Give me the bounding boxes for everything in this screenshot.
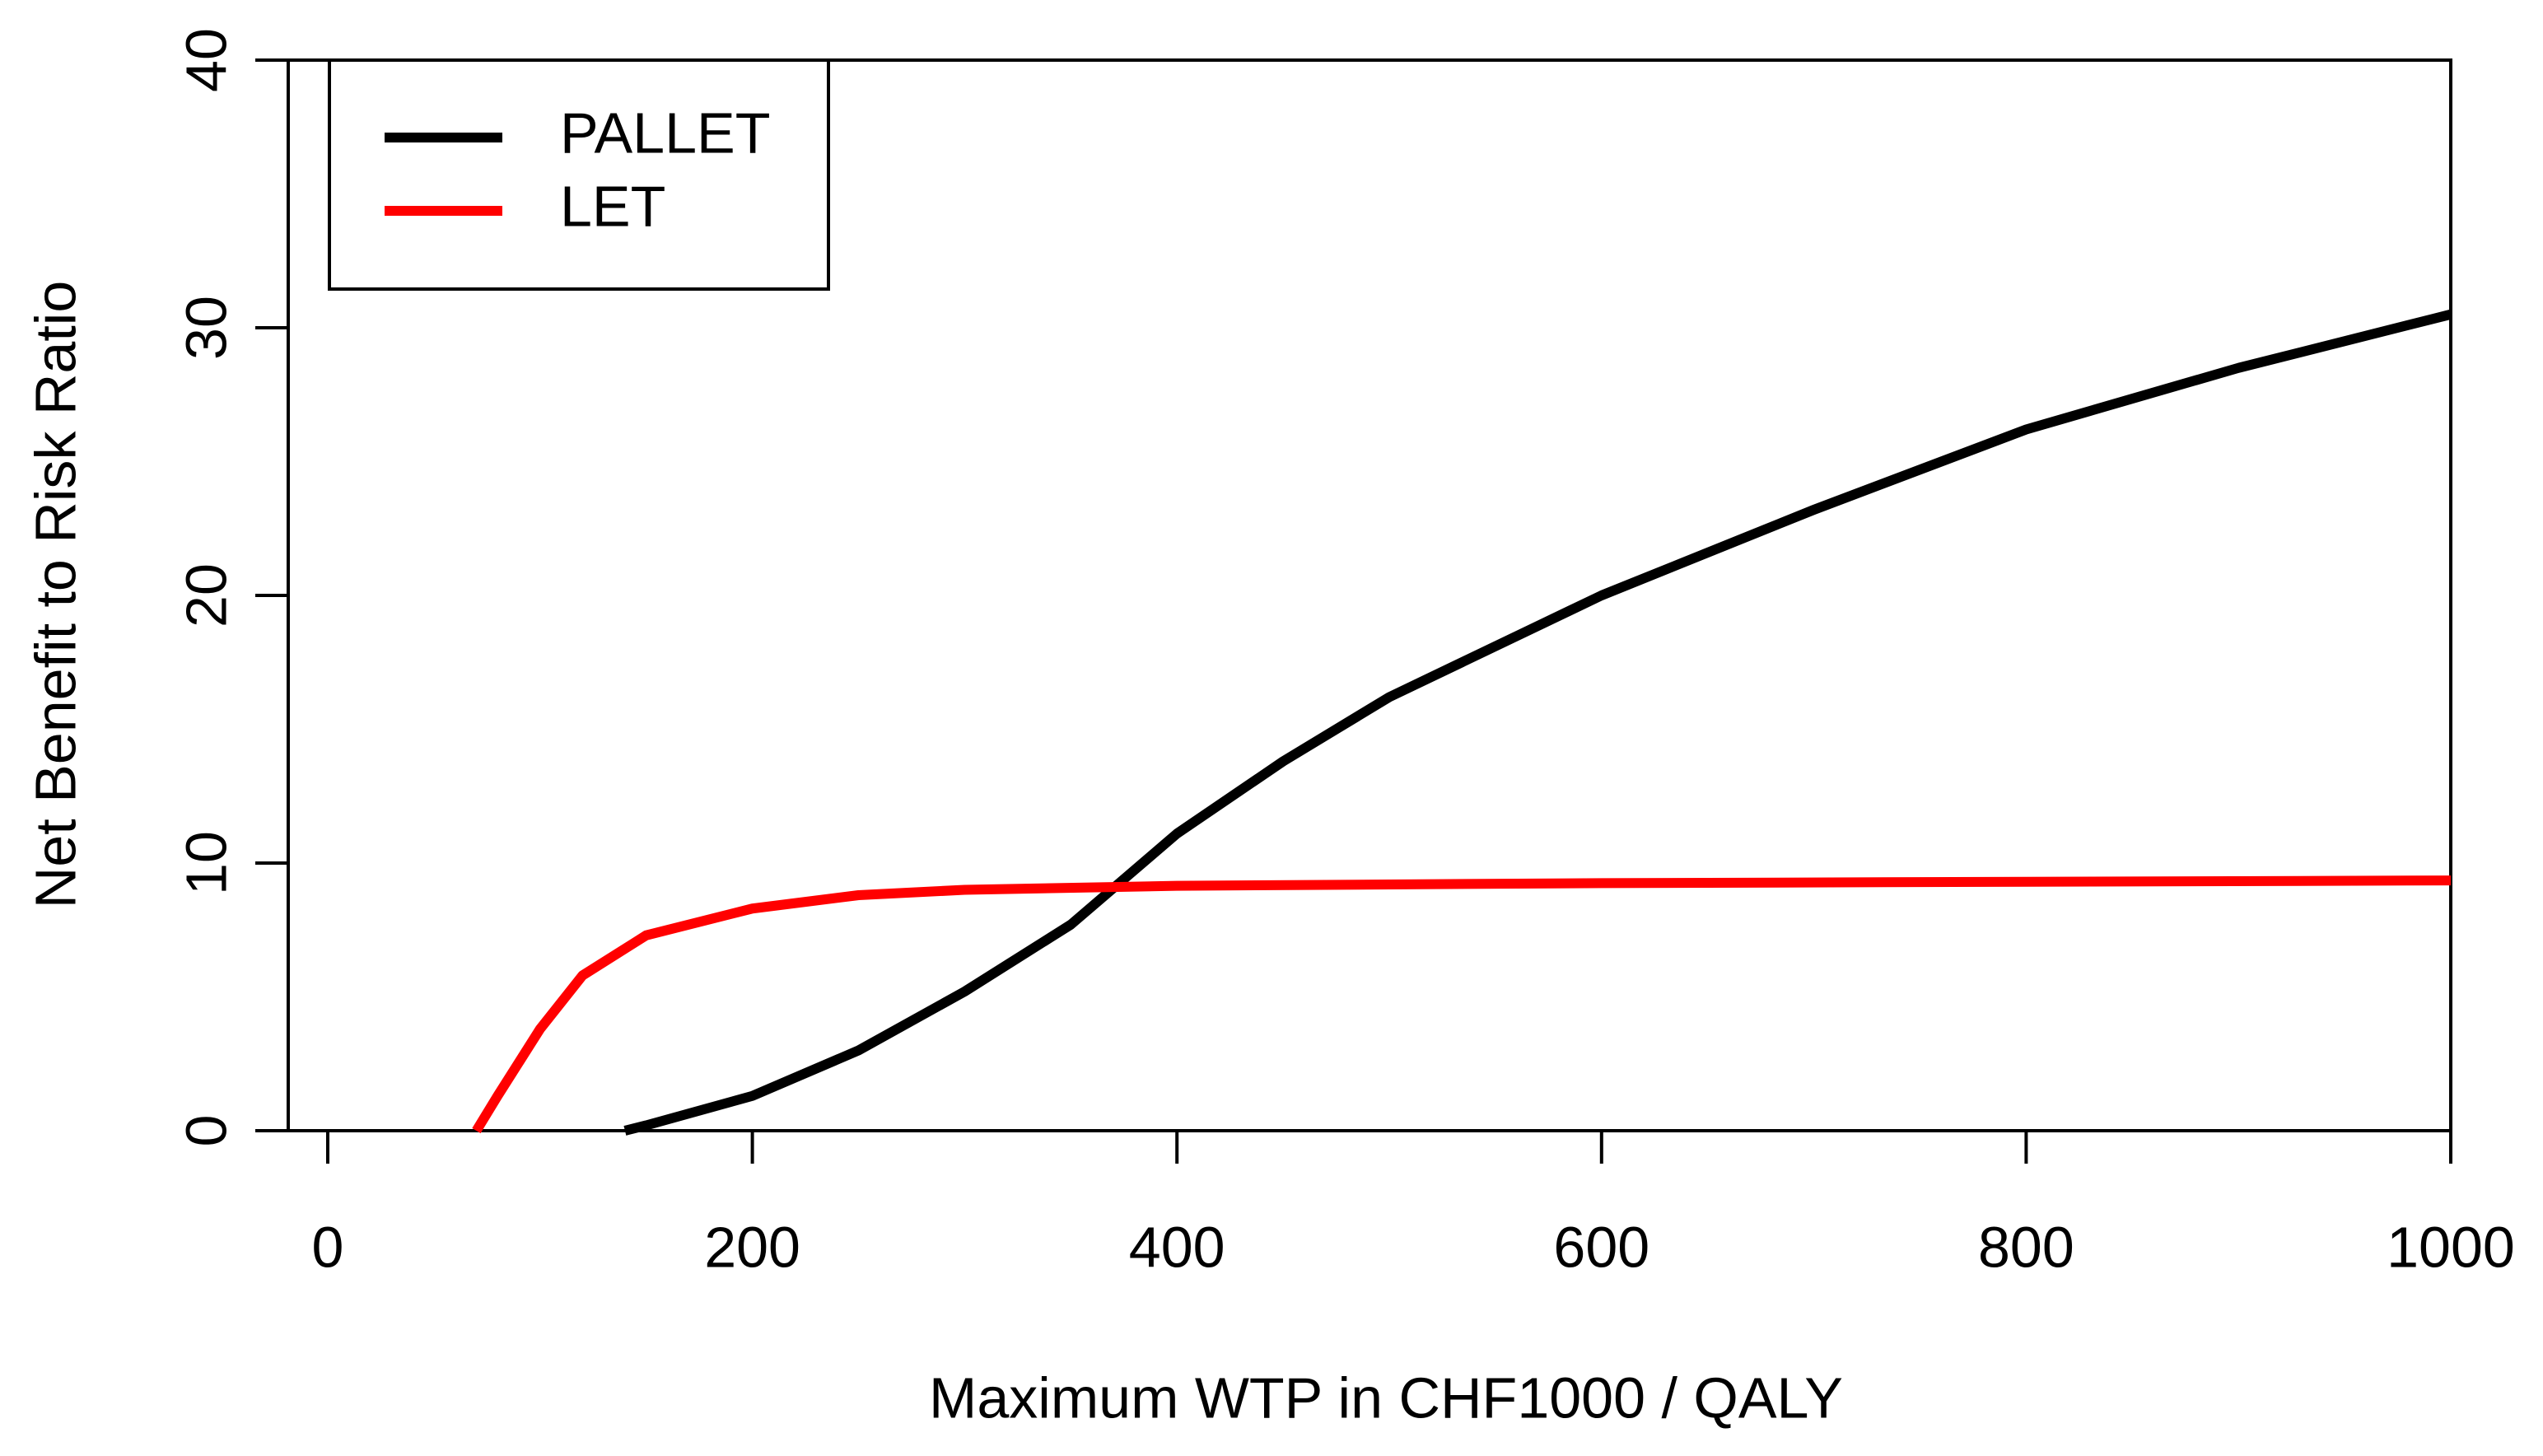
legend-box <box>328 58 830 291</box>
x-tick-label: 1000 <box>2387 1215 2515 1279</box>
series-line <box>472 875 2452 1134</box>
x-axis-label: Maximum WTP in CHF1000 / QALY <box>929 1365 1843 1430</box>
y-tick-label: 40 <box>174 28 238 92</box>
x-tick-label: 200 <box>704 1215 800 1279</box>
y-tick-label: 30 <box>174 296 238 360</box>
y-axis-label: Net Benefit to Risk Ratio <box>23 281 87 909</box>
y-tick-label: 20 <box>174 563 238 628</box>
series-line <box>623 309 2452 1136</box>
legend-label: PALLET <box>560 100 771 165</box>
x-tick-label: 600 <box>1553 1215 1649 1279</box>
x-tick-label: 0 <box>312 1215 344 1279</box>
y-tick-label: 0 <box>174 1115 238 1147</box>
y-tick-label: 10 <box>174 831 238 895</box>
legend-label: LET <box>560 174 665 238</box>
x-tick-label: 800 <box>1978 1215 2074 1279</box>
x-tick-label: 400 <box>1129 1215 1225 1279</box>
